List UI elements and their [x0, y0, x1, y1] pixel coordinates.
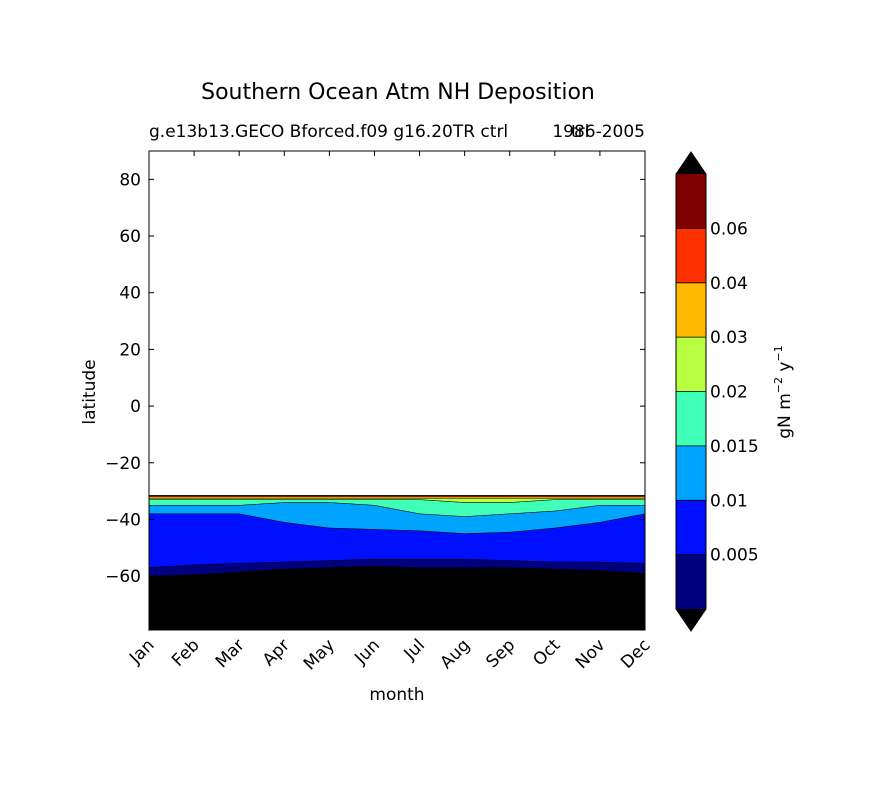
colorbar: 0.005 0.01 0.015 0.02 0.03 0.04 0.06	[676, 152, 759, 631]
x-tick-label: Feb	[168, 635, 203, 670]
y-tick-label: 20	[119, 340, 141, 360]
y-tick-label: 60	[119, 227, 141, 247]
colorbar-swatch	[676, 174, 706, 228]
colorbar-tick-label: 0.06	[710, 219, 748, 239]
colorbar-under-arrow	[676, 609, 706, 631]
x-tick-label: Nov	[572, 635, 610, 673]
x-tick-label: Apr	[259, 635, 294, 670]
y-axis-label: latitude	[80, 359, 100, 424]
x-tick-label: Dec	[617, 635, 654, 672]
colorbar-tick-label: 0.01	[710, 491, 748, 511]
colorbar-swatch	[676, 446, 706, 500]
x-tick-label: Jan	[125, 635, 158, 668]
y-tick-label: −60	[105, 567, 141, 587]
colorbar-label-mid: y	[775, 362, 795, 377]
colorbar-tick-label: 0.015	[710, 437, 759, 457]
x-tick-label: May	[300, 635, 339, 674]
colorbar-over-arrow	[676, 152, 706, 174]
y-tick-label: 80	[119, 170, 141, 190]
x-tick-label: Jul	[400, 635, 429, 664]
colorbar-swatch	[676, 555, 706, 609]
colorbar-swatch	[676, 283, 706, 337]
y-tick-label: 0	[130, 397, 141, 417]
x-tick-label: Jun	[350, 635, 384, 669]
colorbar-tick-label: 0.02	[710, 383, 748, 403]
y-tick-label: 40	[119, 284, 141, 304]
colorbar-swatch	[676, 392, 706, 446]
x-axis-label: month	[369, 685, 424, 705]
colorbar-swatch	[676, 337, 706, 391]
chart-subtitle-overlap: trl	[571, 122, 589, 142]
chart-subtitle-left: g.e13b13.GECO Bforced.f09 g16.20TR ctrl	[149, 122, 508, 142]
band-under	[149, 566, 645, 630]
colorbar-label-exp2: −1	[772, 345, 785, 361]
y-tick-label: −40	[105, 510, 141, 530]
contour-fill	[149, 495, 645, 630]
x-tick-label: Sep	[482, 635, 519, 672]
y-tick-label: −20	[105, 454, 141, 474]
x-tick-label: Aug	[437, 635, 475, 673]
colorbar-label-base: gN m	[775, 393, 795, 438]
colorbar-tick-label: 0.03	[710, 328, 748, 348]
colorbar-label-exp1: −2	[772, 377, 785, 393]
colorbar-label: gN m−2 y−1	[772, 345, 795, 438]
chart-title: Southern Ocean Atm NH Deposition	[201, 80, 595, 105]
colorbar-swatch	[676, 228, 706, 282]
x-tick-label: Oct	[529, 635, 564, 670]
chart-subtitle-right: 1986-2005	[552, 122, 645, 142]
colorbar-tick-label: 0.04	[710, 274, 748, 294]
colorbar-tick-label: 0.005	[710, 546, 759, 566]
colorbar-swatch	[676, 500, 706, 554]
x-tick-label: Mar	[212, 635, 249, 672]
